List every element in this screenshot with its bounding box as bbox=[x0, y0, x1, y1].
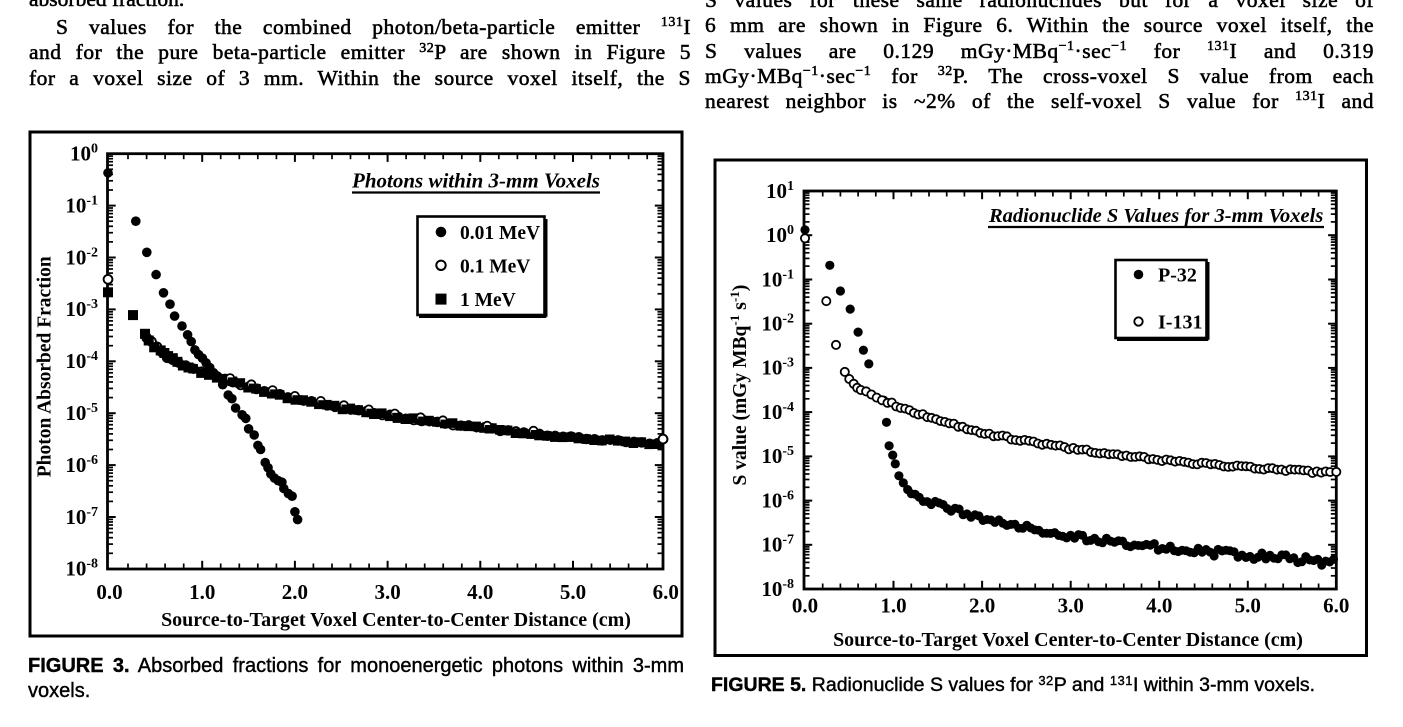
svg-text:0.0: 0.0 bbox=[96, 580, 122, 604]
svg-text:10-6: 10-6 bbox=[761, 488, 794, 512]
svg-text:10-7: 10-7 bbox=[65, 505, 98, 529]
svg-text:10-4: 10-4 bbox=[65, 349, 98, 373]
svg-text:100: 100 bbox=[766, 223, 794, 247]
svg-text:10-8: 10-8 bbox=[761, 577, 794, 601]
svg-text:Source-to-Target Voxel Center-: Source-to-Target Voxel Center-to-Center … bbox=[161, 609, 631, 631]
svg-text:0.01 MeV: 0.01 MeV bbox=[460, 223, 540, 244]
svg-text:10-2: 10-2 bbox=[65, 245, 98, 269]
svg-text:Radionuclide S Values for 3-mm: Radionuclide S Values for 3-mm Voxels bbox=[988, 205, 1323, 227]
svg-text:10-7: 10-7 bbox=[761, 533, 794, 557]
svg-text:0.0: 0.0 bbox=[792, 594, 818, 618]
svg-text:Source-to-Target Voxel Center-: Source-to-Target Voxel Center-to-Center … bbox=[833, 629, 1303, 651]
svg-text:4.0: 4.0 bbox=[467, 580, 493, 604]
svg-text:3.0: 3.0 bbox=[374, 580, 400, 604]
svg-text:10-2: 10-2 bbox=[761, 312, 794, 336]
svg-text:2.0: 2.0 bbox=[282, 580, 308, 604]
svg-text:4.0: 4.0 bbox=[1146, 594, 1172, 618]
svg-text:P-32: P-32 bbox=[1158, 265, 1197, 287]
svg-text:100: 100 bbox=[70, 142, 98, 166]
svg-text:3.0: 3.0 bbox=[1058, 594, 1084, 618]
svg-text:0.1 MeV: 0.1 MeV bbox=[460, 256, 530, 277]
svg-text:10-3: 10-3 bbox=[761, 356, 794, 380]
svg-text:10-1: 10-1 bbox=[761, 267, 794, 291]
svg-text:2.0: 2.0 bbox=[969, 594, 995, 618]
svg-text:10-8: 10-8 bbox=[65, 557, 98, 581]
svg-text:Photon Absorbed Fraction: Photon Absorbed Fraction bbox=[35, 256, 56, 477]
svg-text:1 MeV: 1 MeV bbox=[460, 290, 516, 311]
svg-text:6.0: 6.0 bbox=[653, 580, 679, 604]
svg-text:I-131: I-131 bbox=[1158, 312, 1202, 334]
svg-text:1.0: 1.0 bbox=[189, 580, 215, 604]
svg-text:1.0: 1.0 bbox=[880, 594, 906, 618]
svg-text:6.0: 6.0 bbox=[1323, 594, 1349, 618]
svg-text:5.0: 5.0 bbox=[560, 580, 586, 604]
svg-text:Photons within 3-mm Voxels: Photons within 3-mm Voxels bbox=[351, 169, 600, 193]
svg-text:S value (mGy MBq-1 s-1): S value (mGy MBq-1 s-1) bbox=[727, 285, 751, 486]
svg-text:101: 101 bbox=[766, 179, 794, 203]
svg-text:10-4: 10-4 bbox=[761, 400, 794, 424]
svg-text:10-5: 10-5 bbox=[761, 444, 794, 468]
svg-text:5.0: 5.0 bbox=[1235, 594, 1261, 618]
svg-text:10-1: 10-1 bbox=[65, 193, 98, 217]
svg-text:10-3: 10-3 bbox=[65, 297, 98, 321]
svg-text:10-6: 10-6 bbox=[65, 453, 98, 477]
svg-text:10-5: 10-5 bbox=[65, 401, 98, 425]
